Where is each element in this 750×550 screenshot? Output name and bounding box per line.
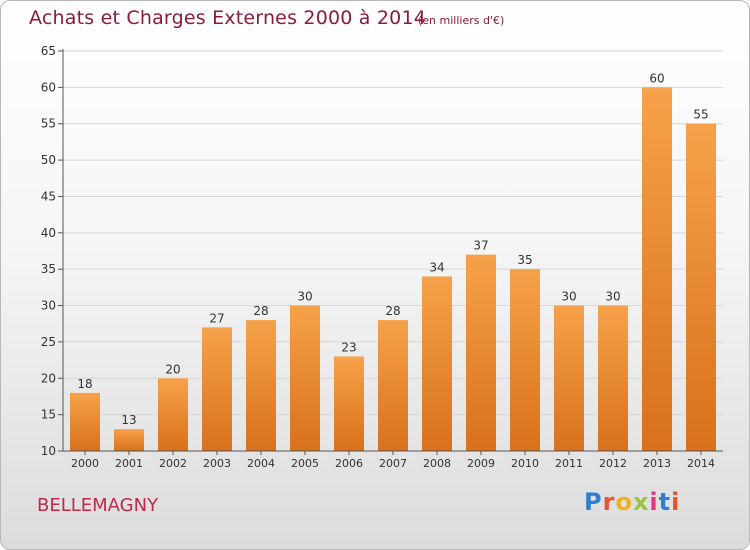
x-tick-label: 2007 bbox=[379, 457, 407, 470]
data-label: 34 bbox=[429, 260, 444, 274]
logo-letter: x bbox=[632, 488, 650, 516]
y-tick-label: 30 bbox=[41, 299, 56, 313]
data-label: 13 bbox=[121, 413, 136, 427]
data-label: 28 bbox=[253, 304, 268, 318]
x-tick-label: 2006 bbox=[335, 457, 363, 470]
chart-title: Achats et Charges Externes 2000 à 2014 bbox=[29, 7, 427, 29]
bar bbox=[158, 378, 188, 451]
data-label: 55 bbox=[693, 108, 708, 122]
x-tick-label: 2001 bbox=[115, 457, 143, 470]
data-label: 35 bbox=[517, 253, 532, 267]
x-tick-label: 2004 bbox=[247, 457, 275, 470]
y-tick-label: 25 bbox=[41, 335, 56, 349]
bar bbox=[642, 87, 672, 451]
x-tick-label: 2012 bbox=[599, 457, 627, 470]
logo-letter: i bbox=[671, 488, 681, 516]
y-tick-label: 15 bbox=[41, 408, 56, 422]
x-tick-label: 2011 bbox=[555, 457, 583, 470]
chart-subtitle: (en milliers d'€) bbox=[418, 14, 505, 27]
x-tick-label: 2010 bbox=[511, 457, 539, 470]
data-label: 23 bbox=[341, 340, 356, 354]
x-tick-label: 2013 bbox=[643, 457, 671, 470]
commune-name: BELLEMAGNY bbox=[37, 495, 159, 516]
data-label: 18 bbox=[77, 377, 92, 391]
x-tick-label: 2005 bbox=[291, 457, 319, 470]
x-tick-label: 2000 bbox=[71, 457, 99, 470]
y-tick-label: 65 bbox=[41, 44, 56, 58]
y-tick-label: 10 bbox=[41, 444, 56, 458]
bar bbox=[202, 327, 232, 451]
data-label: 30 bbox=[297, 290, 312, 304]
x-tick-label: 2014 bbox=[687, 457, 715, 470]
y-tick-label: 20 bbox=[41, 371, 56, 385]
bar bbox=[554, 305, 584, 451]
y-tick-label: 35 bbox=[41, 262, 56, 276]
data-label: 27 bbox=[209, 311, 224, 325]
data-label: 60 bbox=[649, 71, 664, 85]
logo-letter: i bbox=[649, 488, 659, 516]
y-tick-label: 55 bbox=[41, 117, 56, 131]
bar bbox=[510, 269, 540, 451]
data-label: 30 bbox=[561, 290, 576, 304]
bar bbox=[290, 305, 320, 451]
logo-letter: r bbox=[602, 488, 616, 516]
bar bbox=[70, 392, 100, 451]
y-tick-label: 40 bbox=[41, 226, 56, 240]
bar bbox=[246, 320, 276, 451]
x-tick-label: 2009 bbox=[467, 457, 495, 470]
logo-letter: P bbox=[584, 488, 603, 516]
logo-letter: o bbox=[615, 488, 633, 516]
bar bbox=[466, 254, 496, 451]
data-label: 37 bbox=[473, 239, 488, 253]
x-tick-label: 2008 bbox=[423, 457, 451, 470]
proxiti-logo: Proxiti bbox=[584, 488, 680, 516]
y-tick-label: 50 bbox=[41, 153, 56, 167]
logo-letter: t bbox=[658, 488, 672, 516]
bar bbox=[378, 320, 408, 451]
x-tick-label: 2003 bbox=[203, 457, 231, 470]
bar bbox=[422, 276, 452, 451]
y-tick-label: 45 bbox=[41, 189, 56, 203]
y-tick-label: 60 bbox=[41, 80, 56, 94]
data-label: 30 bbox=[605, 290, 620, 304]
x-tick-label: 2002 bbox=[159, 457, 187, 470]
data-label: 28 bbox=[385, 304, 400, 318]
bar bbox=[114, 429, 144, 451]
bar bbox=[598, 305, 628, 451]
bar bbox=[334, 356, 364, 451]
data-label: 20 bbox=[165, 362, 180, 376]
bar bbox=[686, 123, 716, 452]
